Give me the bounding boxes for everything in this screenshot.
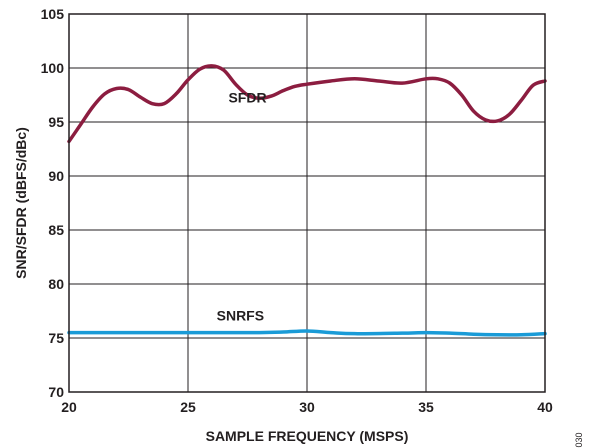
series-labels: SFDR SNRFS xyxy=(217,90,267,324)
y-tick-label: 100 xyxy=(41,60,65,76)
y-tick-label: 85 xyxy=(48,222,64,238)
x-tick-label: 30 xyxy=(299,399,315,415)
x-tick-label: 40 xyxy=(537,399,553,415)
x-axis-label: SAMPLE FREQUENCY (MSPS) xyxy=(206,428,409,444)
sfdr-line xyxy=(67,64,547,144)
snrfs-line xyxy=(67,329,547,337)
y-tick-label: 105 xyxy=(41,6,65,22)
figure-number: 030 xyxy=(574,432,584,447)
y-axis-label: SNR/SFDR (dBFS/dBc) xyxy=(13,127,29,279)
series-layer xyxy=(67,64,547,337)
snrfs-label: SNRFS xyxy=(217,308,264,324)
y-tick-label: 75 xyxy=(48,330,64,346)
x-tick-label: 20 xyxy=(61,399,77,415)
y-tick-label: 70 xyxy=(48,384,64,400)
x-tick-label: 25 xyxy=(180,399,196,415)
y-tick-label: 80 xyxy=(48,276,64,292)
plot-frame xyxy=(68,13,546,393)
y-tick-label: 90 xyxy=(48,168,64,184)
y-tick-label: 95 xyxy=(48,114,64,130)
sfdr-label: SFDR xyxy=(228,90,266,106)
tick-labels: 20 25 30 35 40 70 75 80 85 90 95 100 105 xyxy=(41,6,553,415)
x-tick-label: 35 xyxy=(418,399,434,415)
